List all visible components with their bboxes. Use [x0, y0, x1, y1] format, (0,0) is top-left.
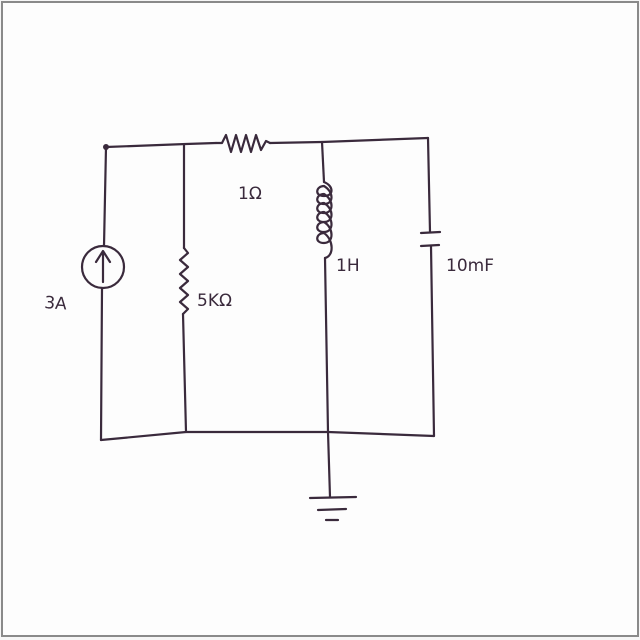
bottom-wire	[99, 430, 436, 442]
capacitor-plate-top	[419, 230, 442, 235]
top-wire-left	[104, 141, 218, 149]
source-branch-wire-bottom	[99, 286, 104, 442]
capacitor-branch-wire-bottom	[429, 244, 436, 438]
label-capacitor: 10mF	[446, 256, 494, 276]
label-shunt-resistor: 5KΩ	[197, 291, 232, 311]
inductor-branch-wire-bottom	[323, 256, 330, 434]
capacitor-plate-bottom	[419, 243, 441, 248]
label-series-resistor: 1Ω	[238, 184, 262, 204]
shunt-resistor-5kohm	[178, 246, 190, 316]
node-dot-top-left	[103, 144, 109, 150]
shunt-branch-wire-bottom	[181, 312, 188, 434]
ink-strokes	[80, 133, 442, 522]
source-branch-wire-top	[102, 145, 108, 248]
label-inductor: 1H	[336, 256, 360, 276]
current-source-arrow-icon	[94, 249, 112, 284]
series-resistor-1ohm	[214, 133, 272, 154]
capacitor-branch-wire-top	[426, 136, 432, 234]
ground-symbol-icon	[308, 495, 358, 522]
inductor-1h-coils	[316, 180, 333, 260]
label-current-source: 3A	[44, 293, 68, 315]
inductor-branch-wire-top	[320, 140, 326, 184]
ground-wire	[326, 430, 332, 499]
